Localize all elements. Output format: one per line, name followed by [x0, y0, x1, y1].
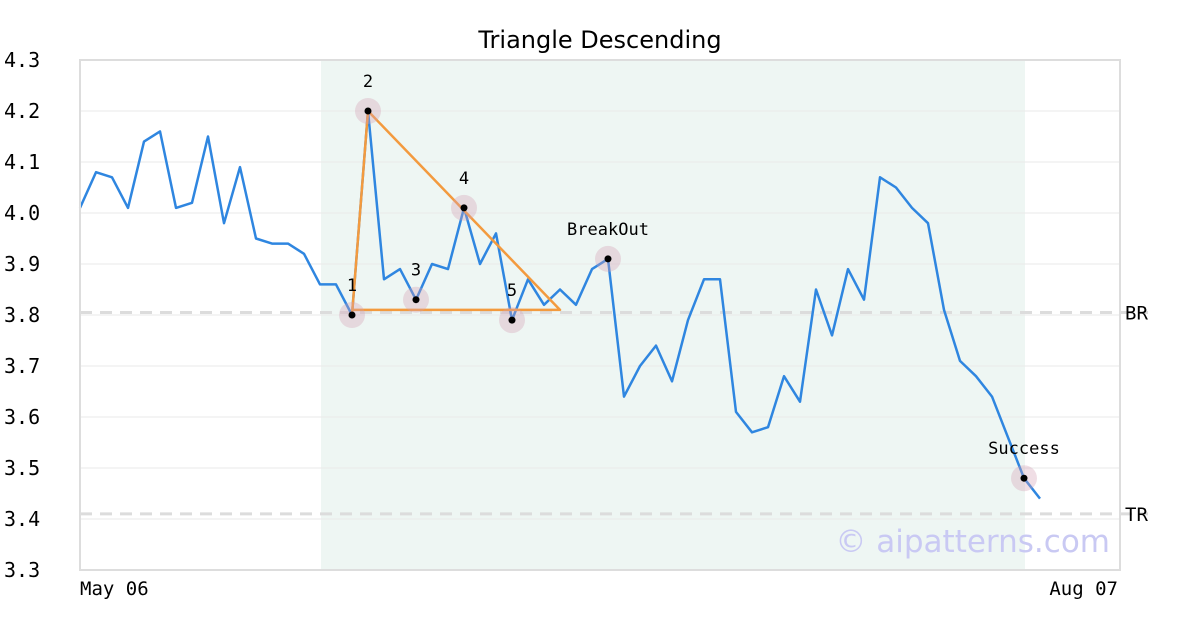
y-tick-label: 3.6	[4, 405, 40, 429]
y-tick-label: 3.5	[4, 456, 40, 480]
y-tick-label: 4.0	[4, 201, 40, 225]
x-tick-label: Aug 07	[1049, 578, 1118, 600]
series-line	[78, 109, 1041, 500]
y-tick-label: 4.3	[4, 48, 40, 72]
y-tick-label: 3.9	[4, 252, 40, 276]
pivot-point	[364, 107, 372, 115]
y-tick-label: 3.3	[4, 558, 40, 582]
pivot-point	[412, 296, 420, 304]
reference-line-label: TR	[1125, 504, 1148, 526]
pivot-point	[1020, 474, 1028, 482]
pivot-label: 2	[363, 72, 373, 92]
horizontal-reference-lines: BR TR	[80, 302, 1148, 526]
y-tick-label: 4.1	[4, 150, 40, 174]
pivot-label: 4	[459, 169, 469, 189]
x-tick-label: May 06	[80, 578, 149, 600]
pivot-label: 5	[507, 281, 517, 301]
watermark: © aipatterns.com	[835, 524, 1110, 560]
pivot-label: 3	[411, 261, 421, 281]
plot-frame	[79, 59, 1121, 571]
y-tick-label: 3.4	[4, 507, 40, 531]
reference-line-label: BR	[1125, 302, 1148, 324]
axis-labels: 4.3 4.2 4.1 4.0 3.9 3.8 3.7 3.6 3.5 3.4 3.3 May 06 A…	[4, 48, 1118, 600]
y-tick-label: 4.2	[4, 99, 40, 123]
pivot-point	[348, 311, 356, 319]
pivot-point	[604, 255, 612, 263]
pivot-point	[508, 316, 516, 324]
pivot-markers: 1 2 3 4 5 BreakOut Success	[339, 72, 1060, 492]
y-tick-label: 3.7	[4, 354, 40, 378]
price-series	[78, 109, 1041, 500]
pivot-point	[460, 204, 468, 212]
pivot-label: Success	[988, 439, 1060, 459]
y-tick-label: 3.8	[4, 303, 40, 327]
gridlines	[80, 110, 1120, 520]
pivot-label: BreakOut	[567, 220, 649, 240]
chart-title: Triangle Descending	[477, 26, 721, 54]
pivot-label: 1	[347, 276, 357, 296]
